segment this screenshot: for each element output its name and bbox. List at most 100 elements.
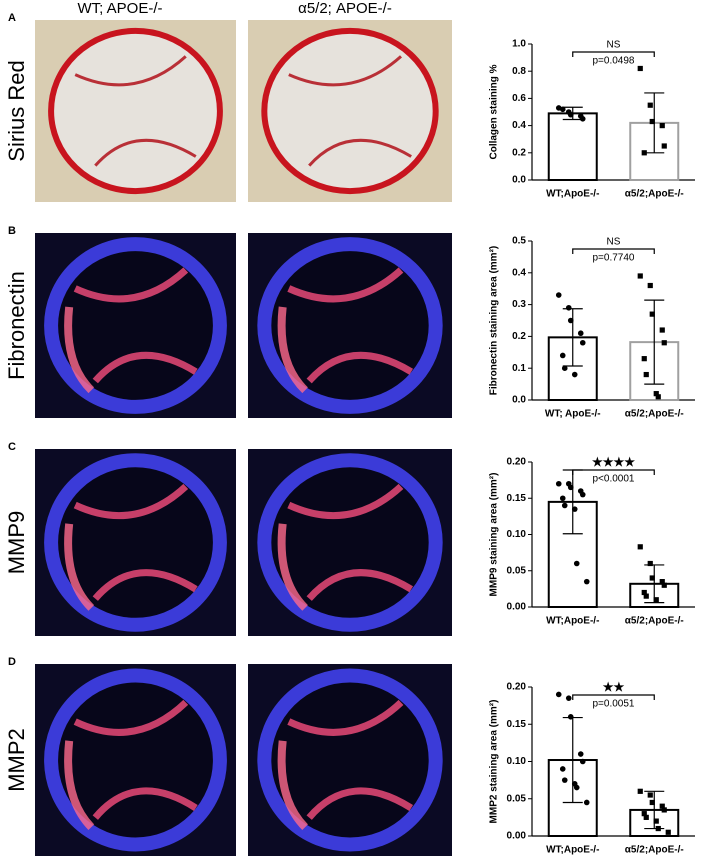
data-point	[661, 143, 667, 149]
stain-label: MMP2	[4, 728, 29, 792]
stain-label: Fibronectin	[4, 271, 29, 380]
data-point	[641, 150, 647, 156]
y-axis-label: Fibronectin staining area (mm²)	[489, 246, 500, 395]
data-point	[555, 292, 562, 298]
data-point	[643, 593, 649, 599]
y-axis-label: Collagen staining %	[489, 64, 500, 159]
panel-letter: D	[8, 656, 16, 668]
data-point	[661, 807, 667, 813]
vessel-wall	[257, 453, 443, 632]
data-point	[641, 589, 647, 596]
data-point	[637, 788, 643, 794]
x-tick-label: WT; ApoE-/-	[545, 409, 601, 420]
y-axis-label: MMP2 staining area (mm²)	[489, 700, 500, 824]
plaque	[64, 523, 95, 611]
plaque	[64, 740, 95, 830]
x-tick-label: α5/2;ApoE-/-	[625, 845, 684, 856]
data-point	[659, 579, 665, 585]
data-point	[567, 714, 574, 720]
lumen-fold	[74, 55, 197, 167]
data-point	[637, 273, 643, 279]
y-tick-label: 0.00	[507, 602, 527, 613]
data-point	[649, 311, 655, 317]
data-point	[653, 597, 659, 603]
data-point	[647, 102, 653, 108]
x-tick-label: WT;ApoE-/-	[546, 616, 599, 627]
data-point	[561, 365, 568, 372]
data-point	[637, 65, 643, 72]
data-point	[559, 106, 566, 113]
data-point	[641, 356, 647, 362]
data-point	[661, 582, 667, 588]
y-tick-label: 0.0	[512, 395, 526, 406]
vessel-wall	[44, 237, 227, 414]
data-point	[571, 371, 578, 378]
data-point	[559, 766, 566, 772]
data-point	[565, 695, 572, 701]
y-tick-label: 0.4	[512, 267, 526, 278]
vessel-wall	[44, 453, 227, 632]
data-point	[649, 575, 655, 581]
vessel-wall	[48, 27, 223, 195]
error-bar	[644, 564, 665, 604]
data-point	[573, 560, 580, 567]
data-point	[583, 799, 590, 806]
x-tick-label: α5/2;ApoE-/-	[625, 409, 684, 420]
data-point	[561, 777, 568, 783]
p-value: p=0.7740	[593, 253, 635, 264]
data-point	[567, 111, 574, 118]
significance: ★★★★	[592, 455, 635, 469]
y-tick-label: 0.4	[512, 120, 526, 131]
data-point	[641, 811, 647, 817]
y-tick-label: 0.10	[507, 756, 527, 767]
data-point	[665, 829, 671, 835]
y-tick-label: 0.5	[512, 236, 526, 247]
lumen-fold	[73, 267, 198, 384]
vessel-wall	[44, 668, 227, 852]
p-value: p=0.0498	[593, 56, 635, 67]
x-tick-label: α5/2;ApoE-/-	[625, 189, 684, 200]
plaque	[277, 306, 309, 394]
y-tick-label: 0.20	[507, 682, 527, 693]
data-point	[567, 484, 574, 491]
plaque	[277, 523, 309, 611]
data-point	[653, 391, 659, 397]
data-point	[661, 340, 667, 346]
data-point	[647, 792, 653, 798]
significance: NS	[607, 40, 621, 51]
y-tick-label: 0.00	[507, 831, 527, 842]
p-value: p=0.0051	[593, 699, 635, 710]
panel-letter: B	[8, 225, 16, 237]
data-point	[559, 352, 566, 359]
y-tick-label: 0.8	[512, 66, 526, 77]
data-point	[579, 116, 586, 122]
lumen-fold	[73, 483, 198, 601]
lumen-fold	[288, 55, 412, 167]
data-point	[559, 495, 566, 502]
y-axis-label: MMP9 staining area (mm²)	[489, 473, 500, 597]
data-point	[637, 544, 643, 550]
significance-bracket	[572, 248, 655, 254]
data-point	[561, 502, 568, 509]
significance: NS	[607, 237, 621, 248]
data-point	[579, 758, 586, 765]
y-tick-label: 0.05	[507, 565, 527, 576]
data-point	[647, 560, 653, 567]
data-point	[653, 818, 659, 824]
data-point	[649, 799, 655, 806]
vessel-wall	[261, 27, 439, 195]
y-tick-label: 0.3	[512, 299, 526, 310]
significance-bracket	[572, 694, 655, 700]
data-point	[659, 803, 665, 809]
lumen-fold	[287, 267, 414, 384]
x-tick-label: WT;ApoE-/-	[546, 845, 599, 856]
panel-letter: A	[8, 12, 16, 24]
bar	[547, 112, 598, 181]
y-tick-label: 0.2	[512, 147, 526, 158]
data-point	[659, 327, 665, 333]
data-point	[577, 330, 584, 337]
data-point	[649, 118, 655, 125]
data-point	[655, 825, 661, 832]
y-tick-label: 1.0	[512, 39, 526, 50]
